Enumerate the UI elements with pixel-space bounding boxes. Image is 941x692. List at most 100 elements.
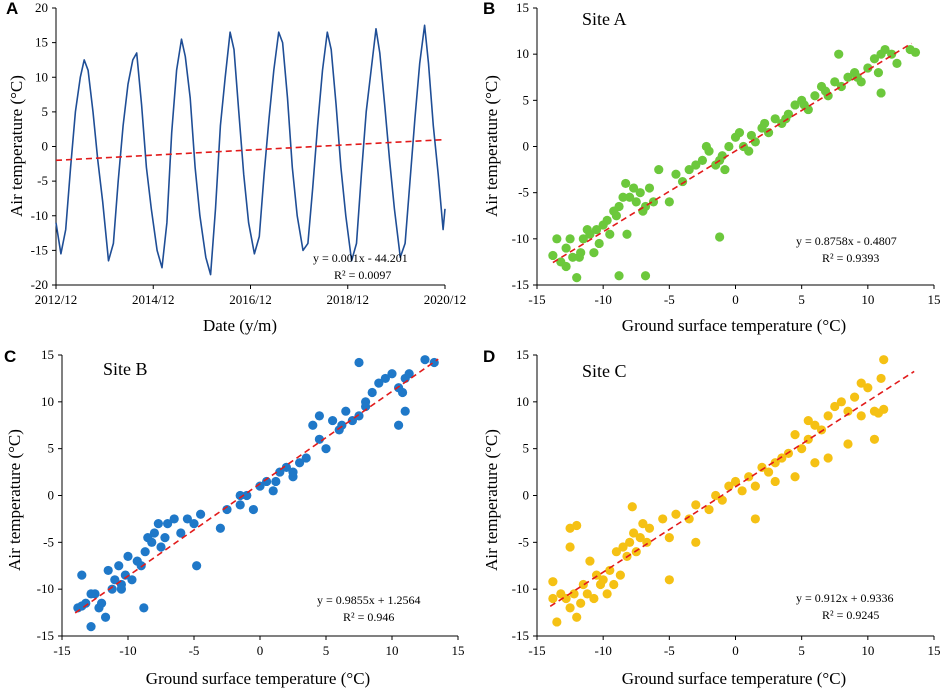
panel-a-trend-r2: R² = 0.0097 <box>334 268 391 282</box>
panel-a-trend-equation: y = 0.001x - 44.201 <box>313 251 408 265</box>
panel-a-temperature-line <box>55 24 446 276</box>
panel-d-data-point <box>671 509 681 519</box>
panel-c-data-point <box>147 537 157 547</box>
panel-d-data-point <box>730 476 741 487</box>
panel-c-data-point <box>107 584 117 594</box>
panel-c-fit-equation: y = 0.9855x + 1.2564 <box>317 593 421 607</box>
panel-c-data-point <box>123 551 133 561</box>
panel-c-data-point <box>387 369 397 379</box>
panel-b-data-point <box>691 160 701 170</box>
panel-c-data-point <box>110 575 120 585</box>
panel-c-data-point <box>400 406 410 416</box>
panel-d-data-point <box>578 579 588 590</box>
panel-a-trend-line <box>55 138 446 162</box>
panel-c-data-point <box>139 603 149 613</box>
panel-d-data-point <box>704 504 714 515</box>
panel-d-data-point <box>598 575 608 585</box>
panel-b-data-point <box>876 88 886 98</box>
panel-d-data-point <box>711 490 721 501</box>
panel-c-data-point <box>361 401 371 412</box>
panel-d-data-point <box>863 383 873 393</box>
panel-d-data-point <box>843 439 853 449</box>
panel-b-data-point <box>635 188 645 198</box>
panel-c-data-point <box>308 420 318 430</box>
x-tick-label: 5 <box>323 643 330 658</box>
panel-d-letter: D <box>483 347 495 366</box>
x-tick-label: 0 <box>257 643 264 658</box>
panel-c-fit-r2: R² = 0.946 <box>343 610 394 624</box>
panel-b-data-point <box>614 201 624 212</box>
panel-b-data-point <box>585 229 595 239</box>
panel-d-site-name: Site C <box>582 361 627 381</box>
x-tick-label: 0 <box>732 643 739 658</box>
panel-c-data-point <box>103 565 113 576</box>
panel-d-data-point <box>823 411 833 421</box>
x-tick-label: 2020/12 <box>424 292 467 307</box>
panel-c-data-point <box>367 387 377 398</box>
panel-c-data-point <box>341 406 351 416</box>
panel-b-data-point <box>568 252 578 262</box>
panel-c-data-point <box>394 420 404 430</box>
y-tick-label: 5 <box>523 441 530 456</box>
panel-b-data-point <box>892 58 902 68</box>
x-tick-label: -5 <box>664 643 675 658</box>
x-tick-label: 15 <box>928 292 941 307</box>
panel-c-data-point <box>288 467 298 477</box>
panel-c-data-point <box>271 476 281 487</box>
panel-d-data-point <box>737 486 747 496</box>
panel-b-data-point <box>720 164 730 175</box>
panel-c-data-point <box>242 490 252 501</box>
panel-b-data-point <box>701 141 711 152</box>
panel-d-data-point <box>602 589 612 599</box>
panel-c-data-point <box>235 490 245 501</box>
panel-b: B Site A -15 -10 -5 0 5 10 15 -15 -10 -5 0 5 10 15 y … <box>482 0 941 335</box>
panel-d-data-point <box>664 575 674 585</box>
panel-b-data-point <box>843 72 853 82</box>
panel-c-data-point <box>176 528 186 538</box>
x-tick-label: 10 <box>861 292 874 307</box>
panel-d-data-point <box>763 467 774 477</box>
panel-c-data-point <box>114 561 124 571</box>
panel-b-data-point <box>578 234 588 244</box>
panel-c-data-point <box>120 570 130 580</box>
panel-c-ylabel: Air temperature (°C) <box>5 429 24 571</box>
panel-d-data-point <box>572 612 582 622</box>
y-tick-label: 5 <box>523 92 530 107</box>
y-tick-label: -5 <box>518 185 529 200</box>
panel-d-data-point <box>816 425 827 435</box>
panel-d-data-point <box>572 520 582 531</box>
x-tick-label: -5 <box>664 292 675 307</box>
panel-c-data-point <box>116 584 126 594</box>
x-tick-label: 5 <box>798 292 805 307</box>
x-tick-label: 2014/12 <box>132 292 175 307</box>
panel-c-data-point <box>404 369 414 379</box>
panel-c-data-point <box>281 462 291 472</box>
panel-d-data-point <box>850 392 860 402</box>
panel-d-data-point <box>836 397 846 407</box>
panel-b-ylabel: Air temperature (°C) <box>482 75 501 217</box>
panel-b-data-point <box>830 77 840 87</box>
panel-c-data-point <box>255 481 265 491</box>
panel-d-data-point <box>548 593 558 604</box>
panel-b-data-point <box>589 248 599 258</box>
panel-a-ylabel: Air temperature (°C) <box>7 75 26 217</box>
panel-c-data-point <box>149 528 159 538</box>
panel-b-data-point <box>621 178 631 189</box>
panel-c-xlabel: Ground surface temperature (°C) <box>146 669 370 688</box>
panel-b-data-point <box>763 128 774 138</box>
x-tick-label: 2016/12 <box>229 292 272 307</box>
panel-c-data-point <box>301 453 311 463</box>
panel-b-data-point <box>799 100 809 110</box>
y-tick-label: 0 <box>48 488 55 503</box>
panel-b-data-point <box>572 273 582 283</box>
panel-b-data-point <box>640 271 651 281</box>
x-tick-label: 10 <box>861 643 874 658</box>
panel-d-data-point <box>691 500 701 510</box>
panel-d-ylabel: Air temperature (°C) <box>482 429 501 571</box>
panel-c-data-point <box>374 378 384 388</box>
y-tick-label: 15 <box>516 347 529 362</box>
panel-d-data-point <box>627 502 637 512</box>
panel-a: A -20 -15 -10 -5 0 5 10 15 20 2012/12 2014/12 2016/… <box>6 0 466 335</box>
panel-d-data-point <box>691 537 701 547</box>
y-tick-label: 0 <box>42 139 49 154</box>
